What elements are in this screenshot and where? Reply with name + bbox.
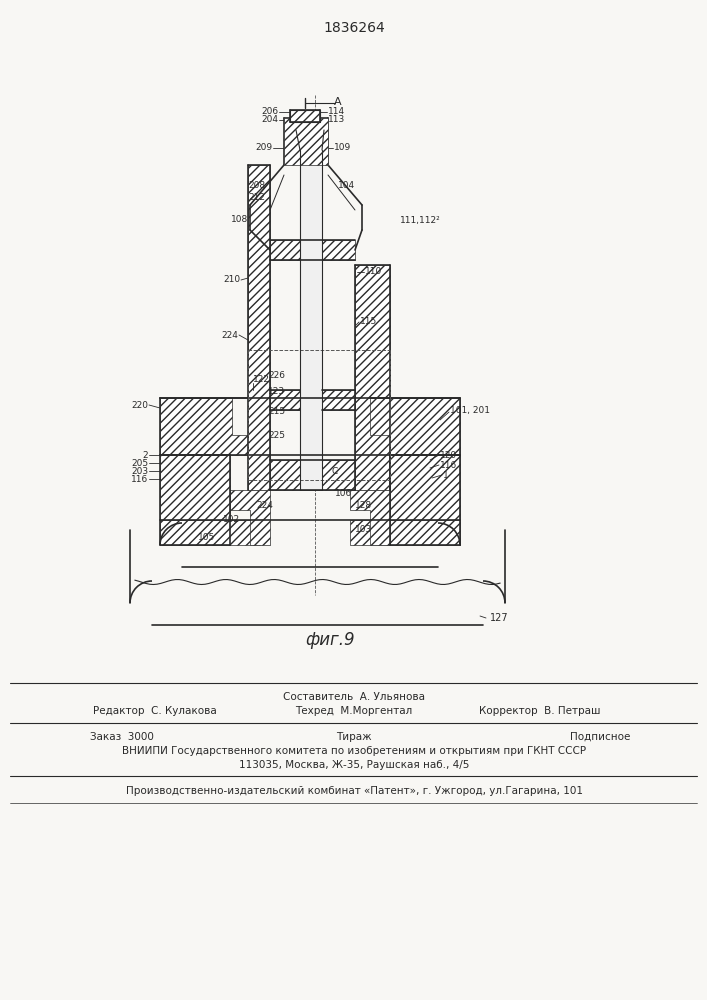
Text: 215: 215 xyxy=(268,408,285,416)
Text: Заказ  3000: Заказ 3000 xyxy=(90,732,154,742)
Text: 212: 212 xyxy=(248,194,265,202)
Polygon shape xyxy=(284,118,328,165)
Text: 123: 123 xyxy=(268,387,285,396)
Text: 1836264: 1836264 xyxy=(323,21,385,35)
Polygon shape xyxy=(370,398,460,455)
Text: 225: 225 xyxy=(268,430,285,440)
Polygon shape xyxy=(300,150,322,490)
Text: 106: 106 xyxy=(335,489,352,498)
Text: 2: 2 xyxy=(142,450,148,460)
Text: Тираж: Тираж xyxy=(337,732,372,742)
Text: 110: 110 xyxy=(365,267,382,276)
Text: 210: 210 xyxy=(223,275,240,284)
Text: 220: 220 xyxy=(131,400,148,410)
Text: 113035, Москва, Ж-35, Раушская наб., 4/5: 113035, Москва, Ж-35, Раушская наб., 4/5 xyxy=(239,760,469,770)
Text: 113: 113 xyxy=(328,115,345,124)
Polygon shape xyxy=(355,265,390,490)
Text: фиг.9: фиг.9 xyxy=(305,631,355,649)
Text: 108: 108 xyxy=(230,216,248,225)
Text: 105: 105 xyxy=(199,534,216,542)
Text: 120: 120 xyxy=(440,450,457,460)
Text: 111,112²: 111,112² xyxy=(400,216,440,225)
Polygon shape xyxy=(160,455,230,545)
Text: 206: 206 xyxy=(261,107,278,116)
Text: 224: 224 xyxy=(257,500,274,510)
Text: 209: 209 xyxy=(255,143,272,152)
Text: 1: 1 xyxy=(443,471,449,480)
Text: 116: 116 xyxy=(131,475,148,484)
Polygon shape xyxy=(350,490,390,545)
Polygon shape xyxy=(322,460,355,490)
Text: Производственно-издательский комбинат «Патент», г. Ужгород, ул.Гагарина, 101: Производственно-издательский комбинат «П… xyxy=(126,786,583,796)
Text: A: A xyxy=(334,97,341,107)
Text: Редактор  С. Кулакова: Редактор С. Кулакова xyxy=(93,706,217,716)
Text: ВНИИПИ Государственного комитета по изобретениям и открытиям при ГКНТ СССР: ВНИИПИ Государственного комитета по изоб… xyxy=(122,746,586,756)
Text: C: C xyxy=(332,468,338,477)
Text: 102: 102 xyxy=(223,516,240,524)
Polygon shape xyxy=(248,165,270,490)
Text: Составитель  А. Ульянова: Составитель А. Ульянова xyxy=(283,692,425,702)
Text: 208: 208 xyxy=(248,180,265,190)
Text: Подписное: Подписное xyxy=(570,732,631,742)
Text: 103: 103 xyxy=(355,526,373,534)
Text: 101, 201: 101, 201 xyxy=(450,406,490,414)
Text: 115: 115 xyxy=(360,318,378,326)
Text: 203: 203 xyxy=(131,466,148,476)
Text: 205: 205 xyxy=(131,458,148,468)
Text: 226: 226 xyxy=(268,370,285,379)
Text: 122: 122 xyxy=(253,375,270,384)
Text: 104: 104 xyxy=(338,180,355,190)
Polygon shape xyxy=(160,398,248,455)
Text: Техред  М.Моргентал: Техред М.Моргентал xyxy=(296,706,413,716)
Polygon shape xyxy=(270,240,355,260)
Text: 224: 224 xyxy=(221,330,238,340)
Polygon shape xyxy=(350,520,460,545)
Text: 109: 109 xyxy=(334,143,351,152)
Text: 204: 204 xyxy=(261,115,278,124)
Polygon shape xyxy=(290,110,320,122)
Text: 116: 116 xyxy=(440,460,457,470)
Polygon shape xyxy=(322,390,355,410)
Text: 127: 127 xyxy=(490,613,508,623)
Polygon shape xyxy=(270,460,300,490)
Text: Корректор  В. Петраш: Корректор В. Петраш xyxy=(479,706,601,716)
Text: 128: 128 xyxy=(355,500,372,510)
Polygon shape xyxy=(160,520,260,545)
Text: 114: 114 xyxy=(328,107,345,116)
Polygon shape xyxy=(390,455,460,545)
Polygon shape xyxy=(230,490,270,545)
Polygon shape xyxy=(270,390,300,410)
